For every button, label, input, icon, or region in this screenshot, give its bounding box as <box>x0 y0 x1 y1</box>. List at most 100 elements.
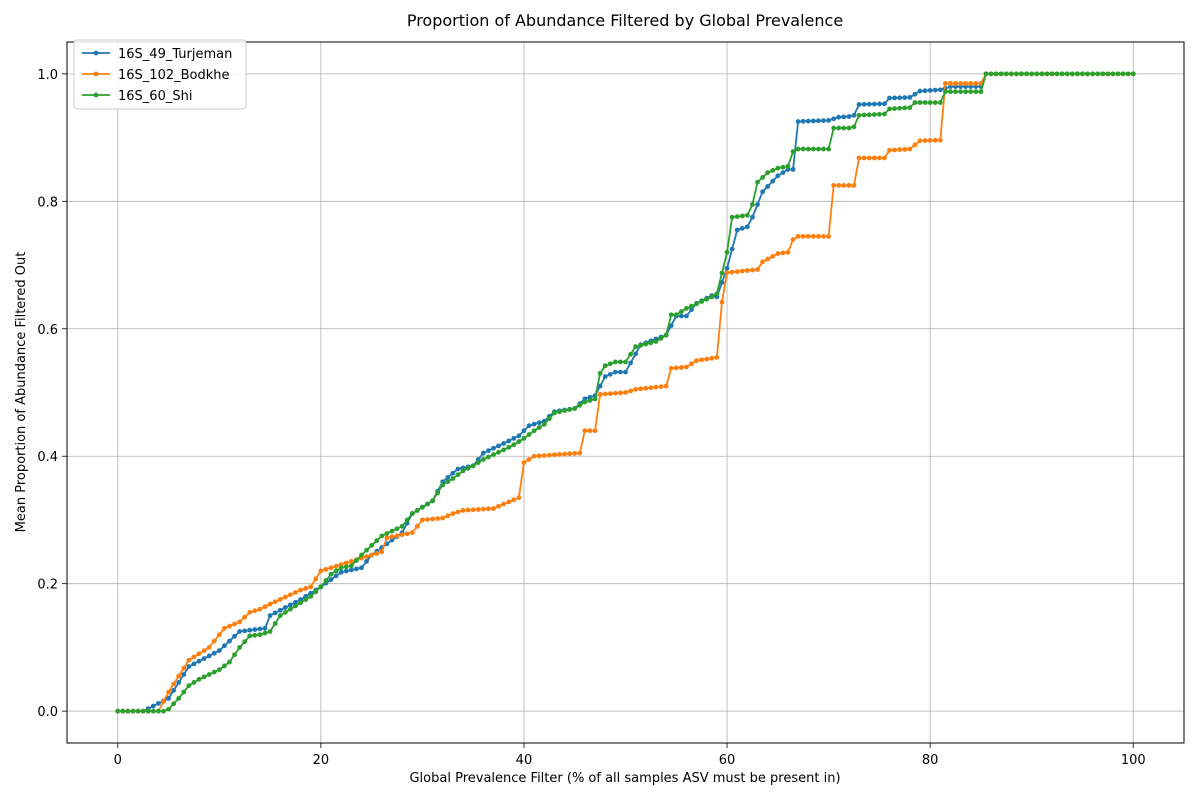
data-point <box>684 364 689 370</box>
data-point <box>409 511 415 516</box>
data-point <box>501 441 507 446</box>
data-point <box>628 351 633 357</box>
data-point <box>1085 71 1090 77</box>
data-point <box>1034 71 1040 77</box>
data-point <box>948 89 953 95</box>
data-point <box>404 517 410 523</box>
data-point <box>455 466 461 472</box>
data-point <box>186 683 192 689</box>
legend-item: 16S_60_Shi <box>82 89 192 104</box>
data-point <box>343 568 349 574</box>
data-point <box>917 88 923 94</box>
data-point <box>724 270 730 276</box>
data-point <box>790 167 796 172</box>
data-point <box>247 633 253 639</box>
data-point <box>516 439 522 444</box>
data-point <box>770 168 776 173</box>
data-point <box>501 447 507 453</box>
data-point <box>892 106 897 111</box>
data-point <box>440 482 446 488</box>
data-point <box>232 633 237 639</box>
data-point <box>293 603 298 609</box>
data-point <box>1008 71 1014 77</box>
data-point <box>729 269 735 275</box>
data-point <box>359 552 364 558</box>
data-point <box>724 265 730 271</box>
data-point <box>384 531 390 536</box>
data-point <box>480 457 486 462</box>
data-point <box>968 81 974 86</box>
data-point <box>800 233 806 239</box>
data-point <box>892 147 897 153</box>
data-point <box>166 706 171 712</box>
data-point <box>998 71 1004 77</box>
data-point <box>744 212 750 218</box>
data-point <box>374 551 380 556</box>
y-tick-label: 0.8 <box>37 195 58 210</box>
data-point <box>374 538 380 544</box>
data-point <box>557 409 562 415</box>
data-point <box>328 565 334 571</box>
data-point <box>785 249 791 255</box>
data-point <box>552 410 557 416</box>
data-point <box>775 251 781 256</box>
data-point <box>1029 71 1035 77</box>
data-point <box>135 708 141 714</box>
data-point <box>887 106 892 112</box>
data-point <box>318 568 324 574</box>
data-point <box>826 146 831 152</box>
data-point <box>486 454 491 460</box>
data-point <box>689 303 694 309</box>
data-point <box>354 566 359 572</box>
data-point <box>277 613 283 618</box>
data-point <box>420 504 425 510</box>
data-point <box>196 658 202 664</box>
data-point <box>902 105 908 111</box>
data-point <box>851 182 857 188</box>
data-point <box>607 361 613 367</box>
data-point <box>734 214 740 220</box>
data-point <box>450 511 456 516</box>
data-point <box>282 605 288 610</box>
data-point <box>932 137 938 143</box>
data-point <box>338 569 344 575</box>
data-point <box>592 428 598 434</box>
data-point <box>882 155 887 161</box>
data-point <box>937 137 943 143</box>
data-point <box>272 599 278 605</box>
data-point <box>663 332 669 338</box>
data-point <box>511 442 517 448</box>
data-point <box>496 503 501 509</box>
data-point <box>526 423 532 429</box>
data-point <box>531 428 537 434</box>
data-point <box>247 609 253 615</box>
data-point <box>369 543 375 548</box>
data-point <box>861 155 867 161</box>
data-point <box>618 359 623 365</box>
y-axis-label: Mean Proportion of Abundance Filtered Ou… <box>14 252 29 533</box>
data-point <box>531 453 537 459</box>
data-point <box>770 178 776 184</box>
data-point <box>932 87 938 93</box>
data-point <box>633 344 639 350</box>
data-point <box>486 506 491 512</box>
data-point <box>699 357 705 363</box>
data-point <box>800 118 806 124</box>
data-point <box>531 421 537 427</box>
data-point <box>927 138 933 143</box>
data-point <box>709 355 715 361</box>
data-point <box>501 501 507 507</box>
data-point <box>704 296 710 302</box>
data-point <box>293 589 298 595</box>
data-point <box>653 339 659 344</box>
data-point <box>780 164 786 170</box>
data-point <box>171 681 177 687</box>
data-point <box>272 621 278 626</box>
data-point <box>846 182 852 188</box>
data-point <box>876 101 882 107</box>
legend: 16S_49_Turjeman 16S_102_Bodkhe 16S_60_Shi <box>73 39 247 110</box>
data-point <box>689 307 694 313</box>
data-point <box>917 100 923 105</box>
data-point <box>816 118 821 124</box>
